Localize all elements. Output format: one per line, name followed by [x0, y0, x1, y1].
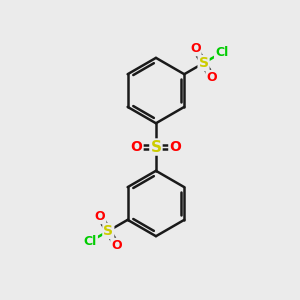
Text: O: O [206, 71, 217, 84]
Text: O: O [169, 140, 181, 154]
Text: S: S [199, 56, 208, 70]
Text: Cl: Cl [84, 235, 97, 248]
Text: Cl: Cl [215, 46, 228, 59]
Text: O: O [190, 42, 201, 56]
Text: O: O [111, 239, 122, 252]
Text: O: O [95, 210, 106, 223]
Text: O: O [131, 140, 142, 154]
Text: S: S [150, 140, 161, 154]
Text: S: S [103, 224, 113, 238]
